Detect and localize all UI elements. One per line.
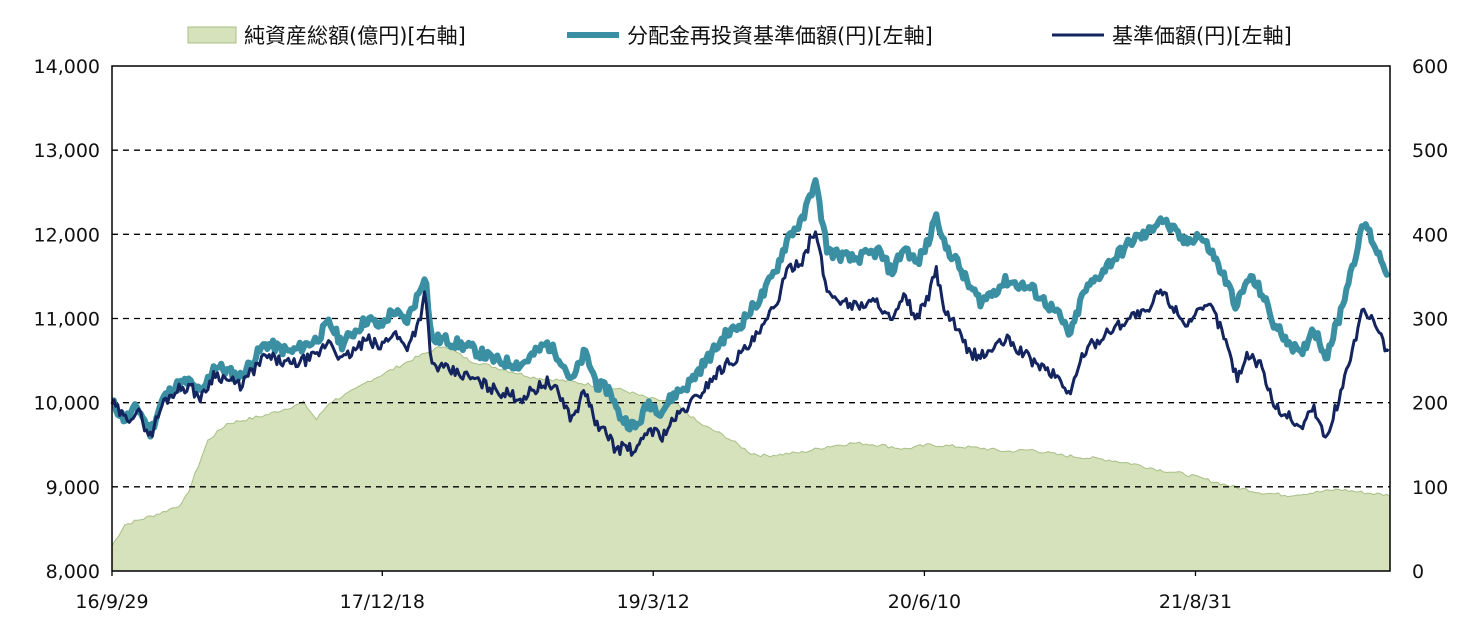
x-tick-label: 17/12/18	[340, 591, 425, 613]
right-tick-label: 400	[1412, 224, 1448, 246]
series-nav-line	[110, 230, 1390, 457]
right-axis: 0 100 200 300 400 500 600	[1412, 56, 1448, 583]
left-tick-label: 12,000	[34, 224, 100, 246]
x-axis: 16/9/29 17/12/18 19/3/12 20/6/10 21/8/31	[75, 571, 1232, 613]
left-tick-label: 13,000	[34, 140, 100, 162]
right-tick-label: 300	[1412, 309, 1448, 331]
gridlines	[112, 149, 1390, 488]
plot-frame	[111, 65, 1391, 572]
left-tick-label: 11,000	[34, 309, 100, 331]
x-tick-label: 16/9/29	[75, 591, 148, 613]
legend: 純資産総額(億円)[右軸] 分配金再投資基準価額(円)[左軸] 基準価額(円)[…	[187, 24, 1292, 48]
legend-label-net-assets: 純資産総額(億円)[右軸]	[244, 24, 466, 48]
right-tick-label: 500	[1412, 140, 1448, 162]
right-tick-label: 200	[1412, 393, 1448, 415]
x-tick-label: 21/8/31	[1159, 591, 1232, 613]
x-tick-label: 20/6/10	[888, 591, 961, 613]
legend-swatch-net-assets	[187, 26, 237, 44]
left-tick-label: 8,000	[46, 561, 100, 583]
x-tick-label: 19/3/12	[617, 591, 690, 613]
left-axis: 8,000 9,000 10,000 11,000 12,000 13,000 14,000	[34, 56, 100, 583]
legend-label-nav: 基準価額(円)[左軸]	[1112, 24, 1292, 48]
right-tick-label: 600	[1412, 56, 1448, 78]
left-tick-label: 9,000	[46, 477, 100, 499]
series-reinvested-nav-line	[110, 177, 1391, 440]
left-tick-label: 14,000	[34, 56, 100, 78]
legend-label-reinvested-nav: 分配金再投資基準価額(円)[左軸]	[627, 24, 933, 48]
left-tick-label: 10,000	[34, 393, 100, 415]
right-tick-label: 0	[1412, 561, 1424, 583]
right-tick-label: 100	[1412, 477, 1448, 499]
